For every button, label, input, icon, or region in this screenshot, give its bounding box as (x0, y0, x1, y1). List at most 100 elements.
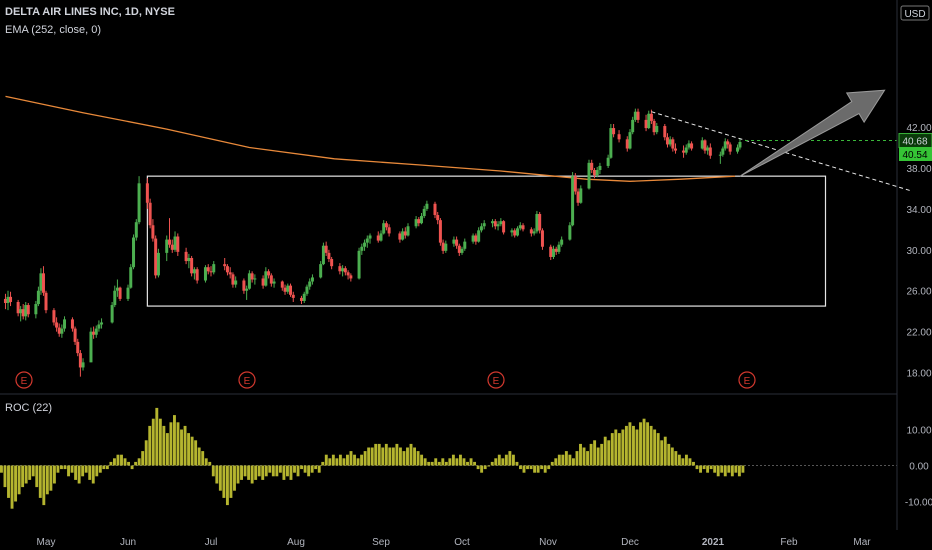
roc-bar[interactable] (317, 465, 321, 473)
candle[interactable] (401, 228, 405, 241)
roc-bar[interactable] (123, 458, 127, 466)
candle[interactable] (327, 249, 331, 263)
candle[interactable] (231, 272, 235, 288)
roc-bar[interactable] (360, 454, 364, 466)
up-arrow[interactable] (739, 89, 886, 177)
candle[interactable] (70, 317, 74, 332)
candle[interactable] (151, 219, 155, 242)
candle[interactable] (126, 284, 130, 301)
roc-bar[interactable] (497, 454, 501, 466)
roc-bar[interactable] (547, 465, 551, 470)
roc-bar[interactable] (14, 465, 18, 502)
roc-bar[interactable] (681, 458, 685, 466)
candle[interactable] (363, 239, 367, 251)
roc-bar[interactable] (702, 465, 706, 470)
earnings-marker[interactable]: E (15, 371, 33, 389)
roc-bar[interactable] (225, 465, 229, 506)
roc-bar[interactable] (720, 465, 724, 473)
roc-bar[interactable] (180, 429, 183, 466)
roc-bar[interactable] (501, 458, 505, 466)
roc-bar[interactable] (448, 458, 452, 466)
candle[interactable] (706, 145, 710, 155)
roc-bar[interactable] (455, 458, 459, 466)
roc-bar[interactable] (194, 440, 198, 466)
roc-bar[interactable] (183, 425, 187, 466)
roc-bar[interactable] (257, 465, 261, 477)
roc-bar[interactable] (88, 465, 92, 480)
candle[interactable] (184, 247, 188, 265)
roc-bar[interactable] (483, 465, 487, 470)
candle[interactable] (134, 219, 138, 241)
roc-bar[interactable] (247, 465, 251, 480)
roc-bar[interactable] (268, 465, 272, 473)
roc-bar[interactable] (218, 465, 222, 491)
roc-bar[interactable] (437, 461, 441, 466)
roc-bar[interactable] (346, 454, 349, 466)
candle[interactable] (26, 303, 30, 318)
candle[interactable] (477, 227, 481, 243)
roc-bar[interactable] (338, 454, 342, 466)
candle[interactable] (55, 317, 59, 332)
candle[interactable] (571, 172, 575, 227)
candle[interactable] (518, 222, 522, 231)
candle[interactable] (319, 261, 323, 279)
roc-bar[interactable] (564, 451, 568, 466)
roc-bar[interactable] (416, 451, 420, 466)
roc-bar[interactable] (621, 429, 625, 466)
candle[interactable] (554, 246, 558, 255)
candle[interactable] (330, 256, 334, 270)
candle[interactable] (16, 299, 20, 317)
roc-bar[interactable] (430, 461, 434, 466)
candle[interactable] (441, 239, 445, 254)
candle[interactable] (663, 123, 667, 141)
roc-bar[interactable] (349, 451, 353, 466)
roc-bar[interactable] (190, 436, 194, 466)
candle[interactable] (206, 264, 210, 275)
candle[interactable] (420, 212, 423, 225)
candle[interactable] (560, 236, 564, 247)
candle[interactable] (631, 116, 635, 135)
roc-bar[interactable] (24, 465, 28, 484)
roc-bar[interactable] (617, 433, 621, 466)
candle[interactable] (573, 173, 577, 195)
osc-label[interactable]: ROC (22) (5, 402, 53, 414)
candle[interactable] (422, 205, 426, 219)
candle[interactable] (60, 324, 64, 338)
candle[interactable] (92, 326, 96, 339)
roc-bar[interactable] (204, 458, 208, 466)
roc-bar[interactable] (557, 454, 561, 466)
roc-bar[interactable] (307, 465, 311, 477)
candle[interactable] (302, 291, 306, 304)
roc-bar[interactable] (543, 465, 547, 473)
roc-bar[interactable] (699, 465, 702, 473)
roc-bar[interactable] (98, 465, 102, 473)
candle[interactable] (387, 224, 391, 237)
roc-bar[interactable] (95, 465, 99, 477)
roc-bar[interactable] (610, 433, 614, 466)
candle[interactable] (78, 350, 82, 377)
roc-bar[interactable] (575, 451, 579, 466)
candle[interactable] (576, 188, 580, 206)
roc-bar[interactable] (63, 465, 67, 470)
candle[interactable] (532, 228, 536, 236)
roc-bar[interactable] (250, 465, 254, 484)
roc-bar[interactable] (515, 461, 519, 466)
candle[interactable] (592, 167, 596, 179)
candle[interactable] (726, 139, 730, 149)
candle[interactable] (81, 358, 85, 371)
roc-bar[interactable] (21, 465, 25, 488)
candle[interactable] (346, 270, 350, 280)
candle[interactable] (245, 285, 249, 300)
roc-bar[interactable] (586, 451, 590, 466)
roc-bar[interactable] (614, 429, 618, 466)
candle[interactable] (21, 304, 25, 320)
roc-bar[interactable] (571, 458, 575, 466)
candle[interactable] (425, 200, 429, 211)
candle[interactable] (382, 220, 386, 235)
roc-bar[interactable] (473, 461, 477, 466)
candle[interactable] (551, 245, 555, 260)
roc-bar[interactable] (568, 454, 572, 466)
roc-bar[interactable] (215, 465, 219, 484)
candle[interactable] (250, 271, 254, 283)
ema-line[interactable] (5, 95, 736, 182)
